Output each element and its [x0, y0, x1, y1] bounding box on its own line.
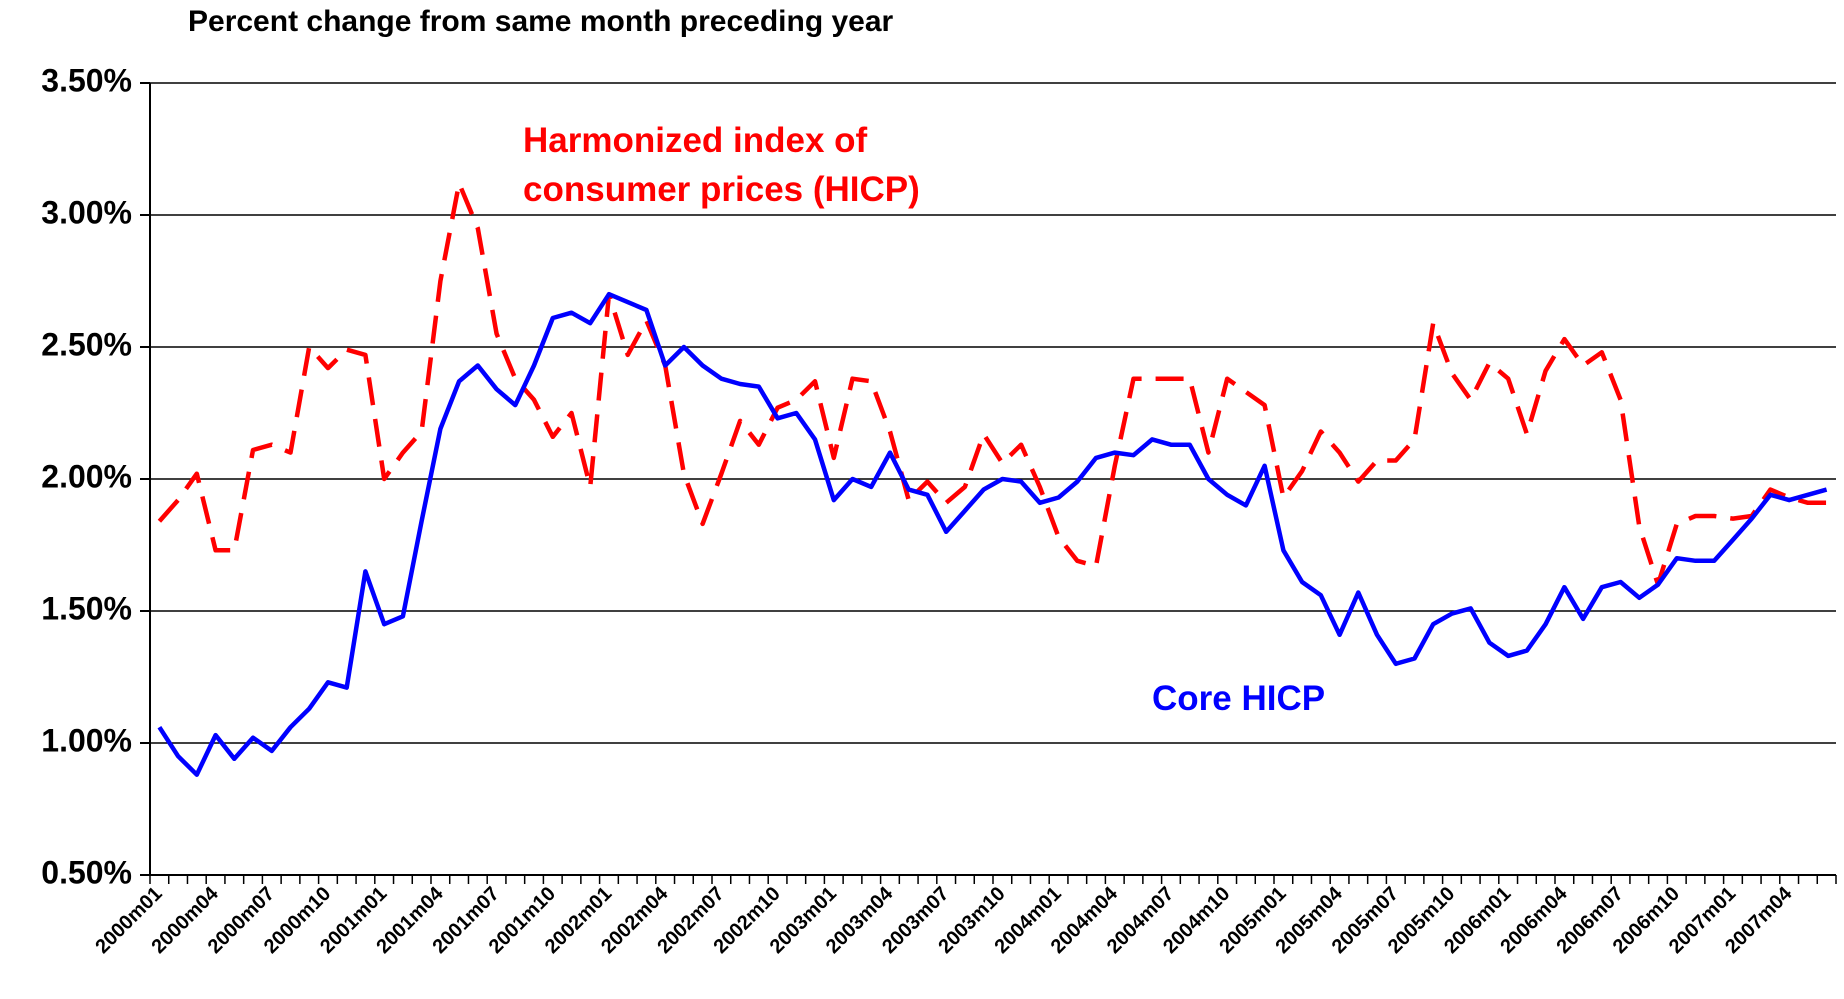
- y-tick-label: 1.00%: [41, 722, 132, 758]
- series-line: [157, 181, 1827, 587]
- series-line: [157, 291, 1828, 777]
- y-tick-label: 2.00%: [41, 458, 132, 494]
- series-label: Core HICP: [1152, 679, 1326, 718]
- y-tick-label: 3.50%: [41, 62, 132, 98]
- series-label: Harmonized index of consumer prices (HIC…: [523, 121, 920, 209]
- y-tick-label: 1.50%: [41, 590, 132, 626]
- chart-title: Percent change from same month preceding…: [188, 5, 894, 38]
- y-tick-label: 3.00%: [41, 194, 132, 230]
- y-tick-label: 0.50%: [41, 854, 132, 890]
- y-tick-label: 2.50%: [41, 326, 132, 362]
